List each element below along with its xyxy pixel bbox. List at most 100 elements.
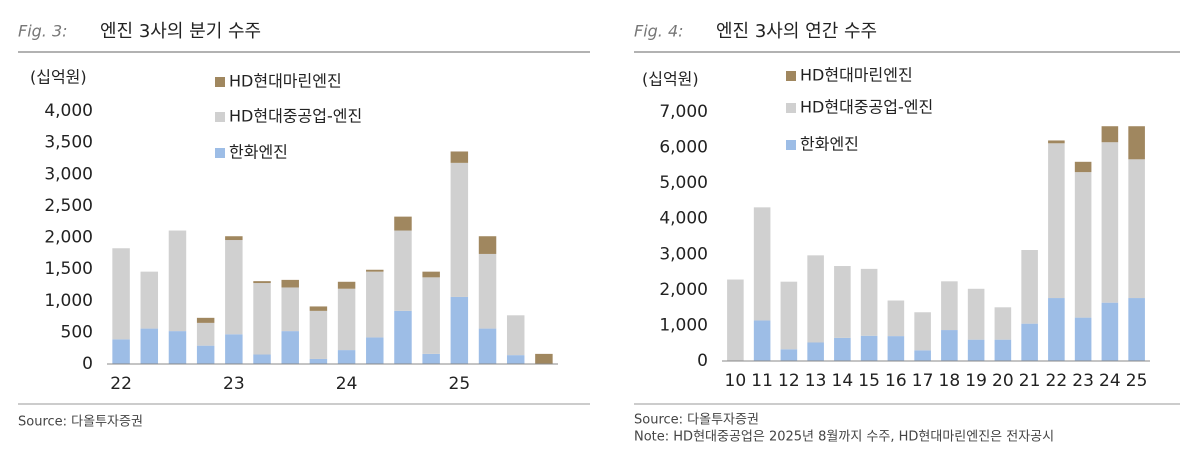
bar-segment (834, 266, 851, 338)
bar-segment (1074, 317, 1092, 361)
x-tick-label: 22 (110, 374, 132, 394)
bar-segment (1021, 323, 1038, 361)
legend-swatch (215, 77, 225, 87)
bar-segment (140, 328, 159, 364)
bar-segment (140, 271, 159, 329)
bar-segment (112, 248, 130, 340)
bar-segment (753, 320, 771, 361)
bar-segment (914, 312, 931, 351)
legend-label: HD현대마린엔진 (229, 72, 342, 91)
bar-segment (506, 355, 525, 364)
bar-segment (478, 253, 497, 329)
y-tick-label: 500 (61, 322, 93, 342)
legend-swatch (215, 112, 225, 122)
bar-segment (422, 277, 440, 354)
x-tick-label: 11 (751, 371, 773, 391)
bar-segment (337, 350, 356, 364)
legend-label: 한화엔진 (229, 143, 288, 162)
bar-segment (967, 339, 985, 361)
bar-segment (225, 236, 243, 241)
y-tick-label: 1,000 (659, 315, 708, 335)
x-tick-label: 12 (778, 371, 800, 391)
y-tick-label: 3,000 (44, 164, 93, 184)
bar-segment (309, 310, 328, 359)
bar-segment (807, 255, 824, 343)
bar-segment (450, 162, 469, 297)
bar-segment (394, 216, 412, 231)
bar-segment (1074, 161, 1092, 173)
x-tick-label: 24 (1099, 371, 1121, 391)
bar-segment (727, 279, 744, 361)
bar-segment (941, 281, 958, 331)
bar-segment (1128, 126, 1145, 160)
y-tick-label: 4,000 (659, 209, 708, 229)
legend-label: HD현대중공업-엔진 (800, 98, 933, 117)
y-tick-label: 3,500 (44, 133, 93, 153)
y-tick-label: 0 (697, 351, 708, 371)
x-tick-label: 15 (858, 371, 880, 391)
bar-segment (941, 330, 958, 361)
bar-segment (196, 322, 215, 346)
y-tick-label: 2,500 (44, 196, 93, 216)
legend-swatch (215, 148, 225, 158)
bar-segment (450, 151, 469, 163)
bar-segment (506, 315, 525, 356)
bar-segment (253, 283, 271, 355)
bar-segment (860, 268, 878, 336)
bar-segment (753, 207, 771, 321)
bar-segment (225, 240, 243, 335)
bar-segment (281, 331, 299, 364)
bar-segment (394, 230, 412, 311)
x-tick-label: 13 (805, 371, 827, 391)
bar-segment (196, 317, 215, 323)
bar-segment (253, 281, 271, 284)
x-tick-label: 16 (885, 371, 907, 391)
bar-segment (1101, 142, 1119, 303)
x-tick-label: 23 (1072, 371, 1094, 391)
x-tick-label: 25 (449, 374, 471, 394)
bar-segment (535, 353, 553, 364)
legend-label: HD현대마린엔진 (800, 66, 913, 85)
bar-segment (450, 296, 469, 364)
bar-segment (168, 230, 187, 332)
bar-segment (1048, 140, 1065, 144)
y-tick-label: 2,000 (659, 280, 708, 300)
source: Source: 다올투자증권 (634, 413, 759, 428)
bar-segment (366, 271, 384, 338)
bar-segment (112, 339, 130, 364)
y-tick-label: 3,000 (659, 244, 708, 264)
bar-segment (1128, 159, 1145, 299)
legend-label: 한화엔진 (800, 135, 859, 154)
bar-segment (994, 307, 1012, 340)
legend-swatch (786, 71, 796, 81)
bar-segment (1101, 302, 1119, 361)
bar-segment (478, 236, 497, 254)
bar-segment (1074, 172, 1092, 318)
bar-segment (967, 288, 985, 340)
bar-segment (253, 354, 271, 364)
x-tick-label: 20 (992, 371, 1014, 391)
bar-segment (1048, 143, 1065, 299)
bar-segment (366, 337, 384, 364)
bar-segment (994, 339, 1012, 361)
legend-swatch (786, 103, 796, 113)
bar-segment (887, 336, 905, 361)
bar-segment (366, 269, 384, 272)
y-tick-label: 2,000 (44, 228, 93, 248)
x-tick-label: 25 (1126, 371, 1148, 391)
bar-segment (196, 345, 215, 364)
x-tick-label: 18 (939, 371, 961, 391)
bar-segment (1048, 298, 1065, 361)
bar-segment (860, 335, 878, 361)
y-tick-label: 0 (82, 354, 93, 374)
y-tick-label: 1,500 (44, 259, 93, 279)
unit-label: (십억원) (642, 70, 699, 89)
bar-segment (394, 310, 412, 364)
x-tick-label: 19 (965, 371, 987, 391)
bar-segment (309, 358, 328, 364)
chart-title: 엔진 3사의 분기 수주 (100, 21, 261, 42)
x-tick-label: 10 (725, 371, 747, 391)
bar-segment (168, 331, 187, 364)
bar-segment (422, 271, 440, 278)
bar-segment (337, 281, 356, 289)
